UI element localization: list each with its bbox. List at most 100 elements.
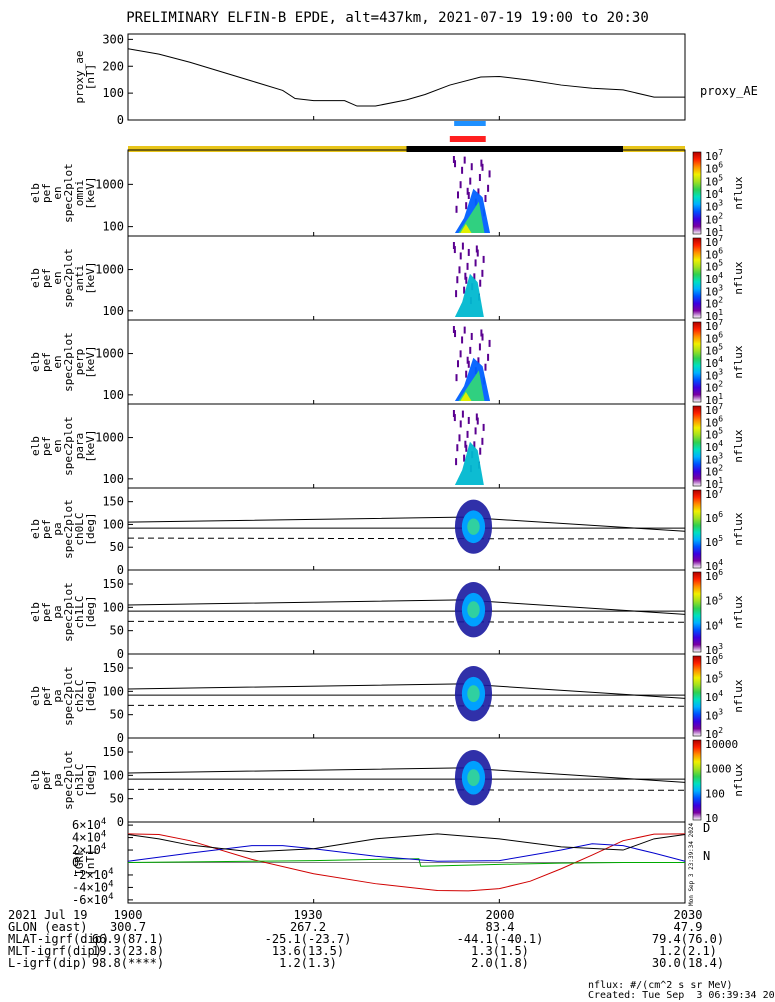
para-ylabel-2: en — [51, 439, 64, 452]
colorbar-tick-ch2LC: 105 — [705, 671, 723, 686]
ch3LC-ylabel-3: spec2plot — [62, 750, 75, 810]
side-timestamp: Mon Sep 3 23:39:34 2024 — [688, 823, 695, 906]
colorbar-tick-perp: 102 — [705, 380, 723, 395]
panel-ch0LC — [127, 487, 702, 571]
flux-streak-anti — [476, 249, 479, 257]
flux-streak-para — [463, 454, 466, 462]
units-note: nflux: #/(cm^2 s sr MeV) — [588, 980, 733, 991]
panel-frame-anti — [127, 235, 686, 321]
flux-streak-anti — [465, 276, 468, 284]
flux-streak-perp — [457, 360, 460, 368]
anti-ylabel-1: pef — [40, 268, 53, 288]
flux-streak-anti — [459, 252, 462, 260]
colorbar-tick-perp: 105 — [705, 343, 723, 358]
colorbar-ch0LC — [692, 489, 702, 569]
colorbar-tick-para: 107 — [705, 402, 723, 417]
anti-ylabel-5: [keV] — [84, 261, 97, 294]
flux-blob-core-ch1LC — [467, 601, 480, 619]
orbit-row-value: 1930 — [294, 908, 323, 922]
colorbar-tick-anti: 104 — [705, 271, 723, 286]
colorbar-tick-para: 104 — [705, 439, 723, 454]
ytick-label-anti: 1000 — [95, 263, 124, 277]
orbit-row-value: 98.8(****) — [92, 956, 164, 970]
flux-streak-anti — [473, 273, 476, 281]
series-igrf-2 — [127, 843, 686, 862]
flux-streak-omni — [488, 170, 491, 178]
perp-ylabel-3: spec2plot — [62, 332, 75, 392]
zone-bar-day-1 — [128, 146, 407, 152]
flux-streak-perp — [465, 370, 468, 378]
omni-ylabel-3: spec2plot — [62, 163, 75, 223]
ch3LC-ylabel-0: elb — [29, 770, 42, 790]
omni-ylabel-5: [keV] — [84, 176, 97, 209]
colorbar-tick-para: 106 — [705, 414, 723, 429]
flux-streak-anti — [452, 242, 455, 249]
ytick-label-proxy_ae: 100 — [102, 86, 124, 100]
ch2LC-ylabel-2: pa — [51, 689, 64, 702]
flux-streak-omni — [461, 166, 464, 174]
zone-bar-day-2 — [623, 146, 685, 152]
ch1LC-ylabel-4: ch1LC — [73, 595, 86, 628]
flux-streak-omni — [487, 184, 490, 192]
panel-frame-ch3LC — [127, 737, 686, 823]
flux-streak-anti — [455, 290, 458, 298]
ytick-label-igrf: -2×104 — [72, 867, 114, 882]
colorbar-tick-para: 102 — [705, 464, 723, 479]
flux-streak-para — [465, 444, 468, 452]
perp-ylabel-0: elb — [29, 352, 42, 372]
panel-ch2LC — [127, 653, 702, 739]
flux-streak-perp — [487, 353, 490, 361]
flux-blob-core-ch2LC — [467, 685, 480, 703]
flux-streak-omni — [478, 174, 481, 181]
zone-bar-eclipse — [406, 146, 624, 152]
perp-ylabel-1: pef — [40, 352, 53, 372]
flux-streak-anti — [466, 262, 469, 270]
colorbar-anti — [692, 237, 702, 319]
perp-ylabel-5: [keV] — [84, 345, 97, 378]
orbit-row-value: 1.2(1.3) — [279, 956, 337, 970]
flux-streak-omni — [480, 159, 483, 167]
flux-streak-omni — [484, 195, 487, 202]
colorbar-tick-ch2LC: 106 — [705, 652, 723, 667]
flux-streak-perp — [478, 343, 481, 351]
ytick-label-ch0LC: 100 — [102, 517, 124, 531]
ytick-label-ch1LC: 100 — [102, 600, 124, 614]
loss-cone-lower-ch1LC — [127, 620, 686, 623]
panel-anti — [127, 235, 702, 321]
ch0LC-ylabel-5: [deg] — [84, 512, 97, 545]
igrf-ylabel-1: [nT] — [84, 849, 97, 876]
colorbar-tick-omni: 101 — [705, 224, 723, 239]
flux-streak-anti — [474, 259, 477, 267]
para-ylabel-0: elb — [29, 436, 42, 456]
ytick-label-igrf: -6×104 — [72, 892, 114, 907]
colorbar-tick-anti: 106 — [705, 246, 723, 261]
flux-streak-para — [455, 458, 458, 466]
proxy_ae-ylabel-1: [nT] — [84, 64, 97, 91]
flux-streak-omni — [467, 192, 470, 199]
flux-streak-perp — [481, 333, 484, 341]
ytick-label-ch2LC: 50 — [110, 708, 124, 722]
flux-streak-perp — [480, 329, 483, 337]
flux-streak-omni — [465, 202, 468, 210]
panel-frame-ch2LC — [127, 653, 686, 739]
colorbar-label-omni: nflux — [732, 176, 745, 209]
colorbar-tick-perp: 103 — [705, 367, 723, 382]
ch0LC-ylabel-2: pa — [51, 522, 64, 535]
orbit-row-label: GLON (east) — [8, 920, 87, 934]
orbit-row-value: 1.3(1.5) — [471, 944, 529, 958]
flux-streak-perp — [463, 326, 466, 334]
orbit-row-value: 83.4 — [486, 920, 515, 934]
flux-streak-anti — [481, 269, 484, 277]
ytick-label-ch2LC: 100 — [102, 684, 124, 698]
colorbar-ch1LC — [692, 571, 702, 653]
flux-streak-anti — [461, 242, 464, 250]
colorbar-tick-ch0LC: 105 — [705, 534, 723, 549]
ch3LC-ylabel-1: pef — [40, 770, 53, 790]
loss-cone-upper-ch1LC — [127, 599, 686, 615]
colorbar-tick-para: 101 — [705, 476, 723, 491]
flux-streak-para — [453, 414, 456, 422]
colorbar-label-ch2LC: nflux — [732, 679, 745, 712]
panel-para — [127, 403, 702, 489]
flux-streak-para — [476, 417, 479, 425]
colorbar-tick-omni: 106 — [705, 161, 723, 176]
